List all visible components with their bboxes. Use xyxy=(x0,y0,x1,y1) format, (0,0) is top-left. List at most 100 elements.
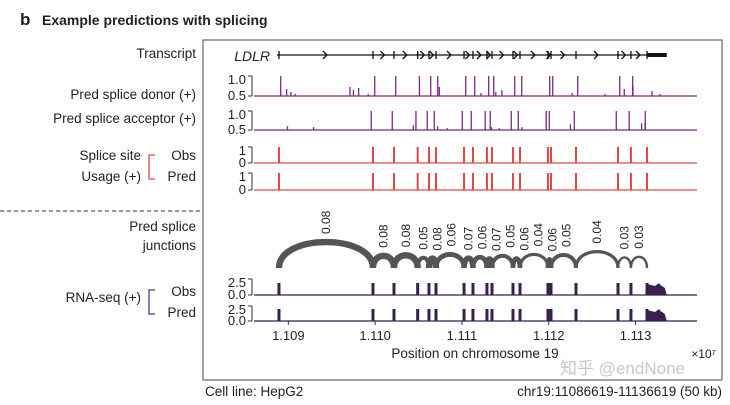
junction-arc xyxy=(489,253,515,269)
usage-obs-peak xyxy=(434,147,437,163)
label-rna-pred: Pred xyxy=(167,305,196,320)
acceptor-peak xyxy=(510,111,512,130)
donor-peak xyxy=(623,89,625,96)
acceptor-peak xyxy=(490,127,493,130)
strand-arrow-icon xyxy=(513,50,519,60)
usage-obs-peak xyxy=(546,147,549,163)
donor-peak xyxy=(465,76,467,96)
usage-pred-peak xyxy=(471,173,474,190)
acceptor-tick-label: 0.5 xyxy=(228,122,246,137)
usage-obs-peak xyxy=(392,147,395,163)
rna-pred-exon-coverage xyxy=(511,309,515,321)
rna-pred-tick-label: 2.5 xyxy=(228,302,246,317)
usage-pred-peak xyxy=(485,173,488,190)
strand-arrow-icon xyxy=(486,50,492,60)
junction-arc xyxy=(616,256,633,269)
junction-arc xyxy=(275,239,377,269)
strand-arrow-icon xyxy=(380,50,386,60)
label-usage-2: Usage (+) xyxy=(81,169,141,184)
donor-peak xyxy=(418,76,421,96)
strand-arrow-icon xyxy=(322,50,328,60)
rna-obs-exon-coverage xyxy=(392,283,396,295)
usage-obs-tick-label: 0 xyxy=(239,155,246,170)
strand-arrow-icon xyxy=(465,50,471,60)
strand-arrow-icon xyxy=(635,50,641,60)
junction-arc xyxy=(518,253,550,269)
junction-label: 0.05 xyxy=(416,226,430,250)
acceptor-peak xyxy=(391,111,393,130)
junction-label: 0.06 xyxy=(444,223,458,247)
usage-pred-peak xyxy=(575,173,578,190)
donor-peak xyxy=(651,91,653,96)
acceptor-peak xyxy=(644,122,646,130)
donor-peak xyxy=(495,92,497,96)
usage-obs-peak xyxy=(575,147,578,163)
junction-arc xyxy=(549,253,579,269)
junction-arc xyxy=(390,252,421,269)
usage-pred-peak xyxy=(511,173,514,190)
donor-peak xyxy=(619,76,621,96)
donor-peak xyxy=(514,76,516,96)
acceptor-peak xyxy=(436,126,439,130)
junction-label: 0.03 xyxy=(617,226,631,250)
donor-peak xyxy=(358,88,360,96)
rna-pred-exon-coverage xyxy=(416,309,420,321)
watermark: 知乎 @endNone xyxy=(560,359,685,378)
donor-peak xyxy=(280,76,282,96)
usage-pred-peak xyxy=(434,173,437,190)
usage-obs-peak xyxy=(511,147,514,163)
label-donor: Pred splice donor (+) xyxy=(70,87,196,102)
strand-arrow-icon xyxy=(593,50,599,60)
rna-obs-exon-coverage xyxy=(616,283,620,295)
usage-obs-peak xyxy=(646,147,649,163)
donor-peak xyxy=(501,90,503,96)
rna-obs-exon-coverage xyxy=(490,283,494,295)
acceptor-peak xyxy=(573,111,575,130)
rna-obs-exon-coverage xyxy=(629,283,633,295)
junction-label: 0.05 xyxy=(504,224,518,248)
usage-obs-peak xyxy=(371,147,374,163)
figure-title: Example predictions with splicing xyxy=(42,12,268,28)
rna-pred-exon-coverage xyxy=(434,309,438,321)
strand-arrow-icon xyxy=(621,50,627,60)
usage-obs-peak xyxy=(629,147,632,163)
rna-pred-exon-coverage xyxy=(549,309,553,321)
usage-pred-peak xyxy=(277,173,280,190)
x-tick-label: 1.113 xyxy=(620,328,652,343)
rna-pred-exon-coverage xyxy=(490,309,494,321)
donor-peak xyxy=(430,76,432,96)
acceptor-peak xyxy=(628,111,630,130)
junction-label: 0.06 xyxy=(518,227,532,251)
rna-obs-exon-coverage xyxy=(485,283,489,295)
label-usage-pred: Pred xyxy=(167,169,196,184)
junction-label: 0.08 xyxy=(319,210,333,234)
usage-pred-peak xyxy=(392,173,395,190)
rna-obs-exon-coverage xyxy=(518,283,522,295)
usage-obs-peak xyxy=(519,147,522,163)
acceptor-peak xyxy=(545,111,547,130)
usage-obs-peak xyxy=(550,147,553,163)
label-usage-obs: Obs xyxy=(171,148,196,163)
rna-pred-exon-coverage xyxy=(462,309,466,321)
x-tick-label: 1.110 xyxy=(359,328,391,343)
label-junctions-1: Pred splice xyxy=(129,219,196,234)
usage-pred-peak xyxy=(463,173,466,190)
utr-block xyxy=(647,53,667,57)
usage-pred-peak xyxy=(546,173,549,190)
acceptor-peak xyxy=(644,111,646,130)
usage-pred-peak xyxy=(371,173,374,190)
cell-line: Cell line: HepG2 xyxy=(205,384,303,399)
strand-arrow-icon xyxy=(476,50,482,60)
usage-obs-peak xyxy=(277,147,280,163)
rna-pred-exon-coverage xyxy=(277,309,281,321)
acceptor-peak xyxy=(426,111,428,130)
acceptor-peak xyxy=(517,111,519,130)
acceptor-peak xyxy=(446,128,448,130)
label-rna-obs: Obs xyxy=(171,284,196,299)
usage-obs-peak xyxy=(463,147,466,163)
usage-pred-peak xyxy=(519,173,522,190)
acceptor-peak xyxy=(470,111,472,130)
rna-obs-exon-coverage xyxy=(546,283,550,295)
acceptor-peak xyxy=(640,123,643,130)
